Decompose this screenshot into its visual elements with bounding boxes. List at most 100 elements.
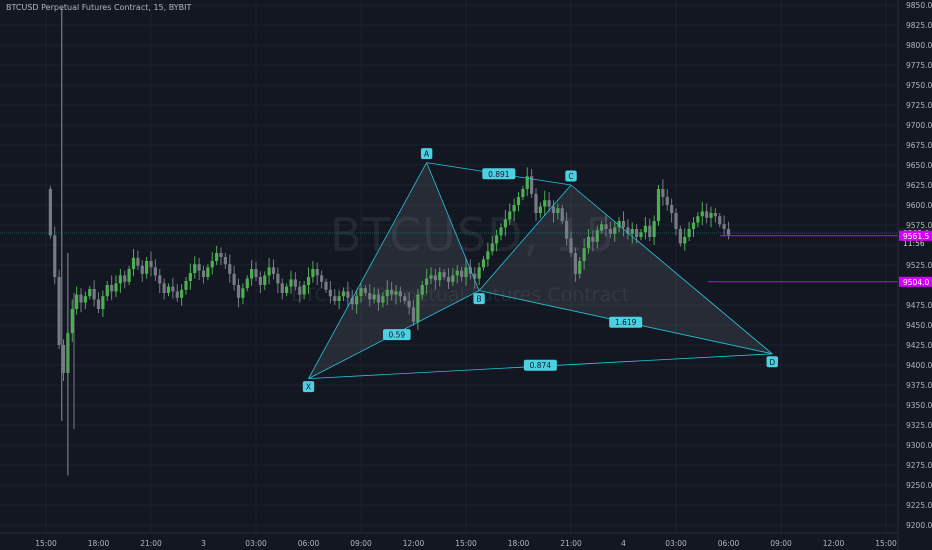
level-badge-lower: 9504.0 [899,276,932,287]
candle-body [591,237,595,242]
candle-body [280,283,284,293]
price-tick-label: 9850.0 [906,1,932,10]
candle-body [617,221,621,228]
candle-body [341,291,346,297]
candle-body [460,270,464,277]
candle-body [57,277,61,345]
candle-body [390,289,394,295]
candle-body [223,257,227,265]
candle-body [586,237,591,249]
pattern-triangle-bcd [479,185,773,354]
candle-body [411,307,416,322]
candle-body [578,261,582,274]
candle-body [438,272,442,281]
candle-body [407,301,411,308]
candle-body [674,213,678,229]
candle-body [639,232,643,237]
time-axis[interactable]: 15:00 18:00 21:00 3 03:00 06:00 09:00 12:00 15:0… [0,532,898,548]
candle-body [534,193,538,213]
candle-body [140,265,144,274]
price-tick-label: 9250.0 [906,481,932,490]
candle-body [123,275,127,282]
candle-body [96,299,101,309]
candle-body [306,277,311,285]
ratio-label-xb-bg [383,329,411,341]
price-tick-label: 9575.0 [906,221,932,230]
candle-body [495,235,499,244]
ratio-label-xd-text: 0.874 [530,361,552,370]
price-tick-label: 9750.0 [906,81,932,90]
candle-body [665,197,669,205]
candle-body [451,275,455,282]
countdown-badge-bg [899,238,932,248]
candle-body [556,208,560,213]
ratio-label-bd-bg [609,316,643,328]
candle-body [166,286,171,293]
price-tick-label: 9650.0 [906,161,932,170]
candle-body [442,272,446,277]
candle-body [48,189,52,236]
candle-body [254,269,258,277]
candle-body [127,269,131,282]
candle-body [486,251,490,260]
pattern-point-b-text: B [477,295,482,304]
candle-body [171,286,175,292]
candle-body [201,270,206,277]
candle-body [79,294,83,303]
candle-body [241,288,245,298]
candle-body [678,229,682,244]
candle-body [394,291,398,295]
candle-body [149,261,153,268]
ratio-label-xd: 0.874 [523,359,557,371]
pattern-point-b-bg [473,293,485,305]
candle-body [425,278,429,285]
candle-body [267,267,271,276]
candle-body [630,229,634,234]
price-tick-label: 9350.0 [906,401,932,410]
candle-body [372,294,376,300]
ratio-label-xb-text: 0.59 [388,331,405,340]
price-axis[interactable]: 9850.0 9825.0 9800.0 9775.0 9750.0 9725.0 9700… [897,0,932,550]
time-tick-label: 18:00 [508,539,530,548]
time-tick-label: 09:00 [770,539,792,548]
time-tick-label: 15:00 [455,539,477,548]
candle-body [158,275,162,284]
price-tick-label: 9300.0 [906,441,932,450]
price-tick-label: 9425.0 [906,341,932,350]
time-tick-label: 12:00 [823,539,845,548]
candle-body [83,296,87,303]
harmonic-pattern[interactable]: X A B C D 0.59 0.891 1.619 0.874 [302,148,778,393]
candle-body [333,296,337,301]
candle-body [92,289,96,300]
pattern-point-c: C [565,170,577,182]
pattern-point-x-text: X [306,383,311,392]
candle-body [298,286,302,295]
time-tick-label: 06:00 [298,539,320,548]
candle-body [311,269,315,277]
candle-body [490,243,494,252]
candle-body [315,269,319,276]
candle-body [683,237,687,244]
candle-body [232,273,236,285]
candle-body [709,213,713,218]
candle-body [359,288,363,297]
candle-body [687,229,691,237]
ratio-label-ac-bg [482,168,516,180]
candle-body [363,288,367,293]
candle-body [595,230,599,242]
pattern-triangle-xab [308,162,480,379]
candle-body [193,264,197,273]
countdown-badge: 11:56 [899,238,932,248]
ratio-label-xd-bg [523,359,557,371]
candle-body [180,289,184,298]
candle-body [114,283,118,292]
level-badge-lower-bg [899,276,932,287]
price-tick-label: 9775.0 [906,61,932,70]
candle-body [337,296,341,301]
price-tick-label: 9475.0 [906,301,932,310]
candle-body [263,275,267,285]
candle-body [118,275,122,284]
level-badge-upper: 9561.5 [899,230,932,241]
candle-body [569,238,573,253]
